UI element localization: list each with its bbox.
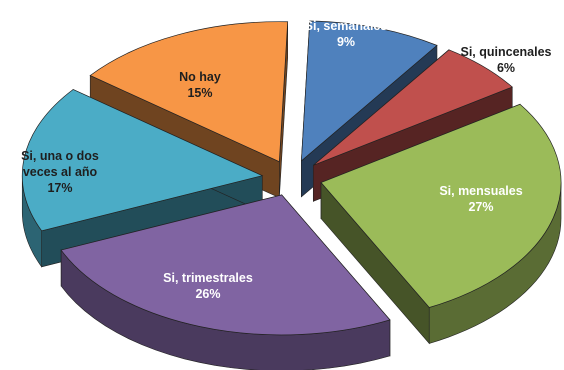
slice-label-line-0-0: Si, semanales	[305, 19, 388, 33]
slice-label-line-4-1: veces al año	[23, 165, 98, 179]
slice-label-1: Si, quincenales 6%	[460, 45, 551, 75]
slice-label-line-1-0: Si, quincenales	[460, 45, 551, 59]
slice-label-0: Si, semanales 9%	[305, 19, 388, 49]
slice-label-4: Si, una o dos veces al año 17%	[21, 149, 99, 195]
slice-label-5: No hay 15%	[179, 70, 221, 100]
slice-label-line-2-1: 27%	[468, 200, 493, 214]
pie-slice-3	[60, 194, 391, 336]
slice-label-line-3-0: Si, trimestrales	[163, 271, 253, 285]
pie-slice-4	[21, 89, 264, 232]
slice-label-3: Si, trimestrales 26%	[163, 271, 253, 301]
pie-slice-group-2	[320, 103, 562, 345]
slice-label-line-3-1: 26%	[195, 287, 220, 301]
pie-slice-2	[320, 103, 562, 308]
pie-slice-5	[89, 21, 289, 163]
slice-label-line-5-0: No hay	[179, 70, 221, 84]
slice-label-line-0-1: 9%	[337, 35, 355, 49]
slice-label-line-2-0: Si, mensuales	[439, 184, 522, 198]
slice-label-line-5-1: 15%	[187, 86, 212, 100]
slice-label-2: Si, mensuales 27%	[439, 184, 522, 214]
pie-slice-0	[300, 20, 438, 162]
slice-label-line-1-1: 6%	[497, 61, 515, 75]
slice-label-line-4-2: 17%	[47, 181, 72, 195]
pie-slice-group-3	[60, 194, 391, 370]
slice-label-line-4-0: Si, una o dos	[21, 149, 99, 163]
pie-slice-1	[313, 49, 513, 166]
